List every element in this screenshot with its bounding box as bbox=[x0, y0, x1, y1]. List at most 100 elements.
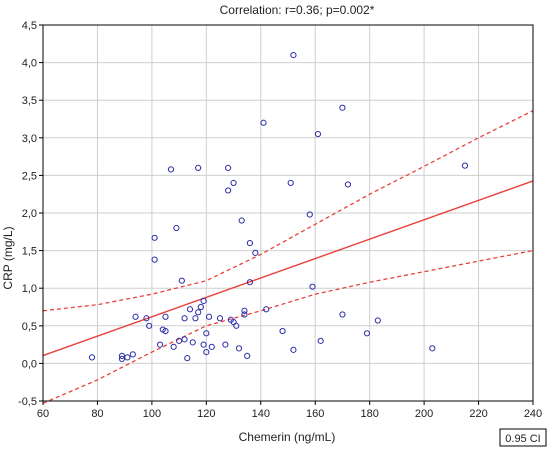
x-tick-label: 100 bbox=[143, 408, 161, 420]
y-axis-ticks: -0,5 0,0 0,5 1,0 1,5 2,0 2,5 3,0 3,5 4,0 4,5 bbox=[18, 20, 43, 408]
data-point bbox=[252, 249, 259, 256]
data-points bbox=[88, 51, 469, 362]
data-point bbox=[203, 330, 210, 337]
x-tick-label: 80 bbox=[91, 408, 103, 420]
data-point bbox=[189, 339, 196, 346]
data-point bbox=[176, 337, 183, 344]
data-point bbox=[195, 164, 202, 171]
y-axis-title: CRP (mg/L) bbox=[1, 226, 15, 289]
data-point bbox=[363, 330, 371, 337]
data-point bbox=[339, 311, 346, 318]
data-point bbox=[241, 311, 248, 318]
ci-legend: 0.95 CI bbox=[499, 428, 547, 447]
y-tick-label: 3,0 bbox=[22, 133, 37, 145]
ci-legend-label: 0.95 CI bbox=[505, 433, 540, 445]
data-point bbox=[192, 315, 199, 322]
y-tick-label: 0,0 bbox=[22, 358, 37, 370]
data-point bbox=[339, 104, 346, 111]
data-point bbox=[238, 217, 245, 224]
data-point bbox=[461, 162, 469, 169]
x-tick-label: 200 bbox=[415, 408, 433, 420]
x-tick-label: 140 bbox=[252, 408, 270, 420]
data-point bbox=[88, 354, 96, 361]
x-axis-title: Chemerin (ng/mL) bbox=[239, 430, 336, 444]
data-point bbox=[263, 306, 270, 313]
data-point bbox=[178, 277, 185, 284]
data-point bbox=[317, 337, 324, 344]
data-point bbox=[306, 211, 313, 218]
y-tick-label: 2,0 bbox=[22, 208, 37, 220]
data-point bbox=[162, 313, 169, 320]
data-point bbox=[246, 239, 253, 247]
data-point bbox=[118, 355, 126, 362]
data-point bbox=[151, 256, 158, 263]
y-tick-label: 1,0 bbox=[22, 283, 37, 295]
data-point bbox=[167, 166, 175, 173]
data-point bbox=[233, 322, 240, 329]
y-tick-label: -0,5 bbox=[18, 396, 37, 408]
y-tick-label: 1,5 bbox=[22, 246, 37, 258]
data-point bbox=[181, 315, 188, 322]
data-point bbox=[186, 306, 194, 313]
data-point bbox=[222, 341, 229, 348]
data-point bbox=[124, 354, 131, 361]
data-point bbox=[225, 164, 232, 171]
data-point bbox=[143, 315, 150, 322]
regression-line-group bbox=[42, 180, 534, 357]
data-point bbox=[195, 309, 202, 316]
data-point bbox=[162, 327, 169, 335]
y-tick-label: 4,5 bbox=[22, 20, 37, 32]
data-point bbox=[225, 187, 232, 194]
data-point bbox=[200, 297, 207, 305]
regression-line bbox=[42, 180, 534, 357]
y-tick-label: 3,5 bbox=[22, 95, 37, 107]
data-point bbox=[173, 224, 180, 232]
data-point bbox=[184, 355, 191, 362]
data-point bbox=[374, 317, 381, 324]
data-point bbox=[208, 343, 215, 350]
ci-lower-line bbox=[42, 249, 534, 404]
data-point bbox=[287, 179, 294, 187]
data-point bbox=[314, 130, 322, 138]
data-point bbox=[203, 349, 210, 356]
data-point bbox=[181, 336, 188, 343]
grid-lines bbox=[42, 24, 534, 402]
data-point bbox=[132, 313, 139, 320]
data-point bbox=[429, 345, 436, 352]
data-point bbox=[241, 307, 248, 314]
data-point bbox=[197, 303, 204, 311]
data-point bbox=[279, 327, 286, 335]
data-point bbox=[170, 343, 177, 350]
x-tick-label: 220 bbox=[469, 408, 487, 420]
y-tick-label: 2,5 bbox=[22, 170, 37, 182]
data-point bbox=[156, 341, 164, 348]
data-point bbox=[200, 341, 207, 348]
data-point bbox=[309, 283, 316, 290]
data-point bbox=[216, 315, 224, 322]
x-tick-label: 60 bbox=[37, 408, 49, 420]
data-point bbox=[290, 51, 297, 59]
x-tick-label: 240 bbox=[524, 408, 542, 420]
data-point bbox=[230, 179, 237, 187]
x-axis-ticks: 60 80 100 120 140 160 180 200 220 240 bbox=[37, 401, 542, 420]
x-tick-label: 160 bbox=[306, 408, 324, 420]
data-point bbox=[235, 345, 243, 352]
x-tick-label: 180 bbox=[360, 408, 378, 420]
confidence-band bbox=[42, 110, 534, 404]
data-point bbox=[129, 351, 136, 358]
ci-upper-line bbox=[42, 110, 534, 312]
y-tick-label: 4,0 bbox=[22, 58, 37, 70]
data-point bbox=[205, 313, 213, 320]
ci-legend-box bbox=[499, 428, 547, 447]
chart-title: Correlation: r=0.36; p=0.002* bbox=[220, 3, 375, 17]
data-point bbox=[260, 119, 267, 126]
x-tick-label: 120 bbox=[197, 408, 215, 420]
data-point bbox=[146, 322, 153, 329]
data-point bbox=[344, 181, 351, 188]
data-point bbox=[244, 352, 251, 359]
data-point bbox=[290, 346, 297, 353]
data-point bbox=[118, 352, 126, 359]
data-point bbox=[246, 279, 253, 286]
y-tick-label: 0,5 bbox=[22, 321, 37, 333]
